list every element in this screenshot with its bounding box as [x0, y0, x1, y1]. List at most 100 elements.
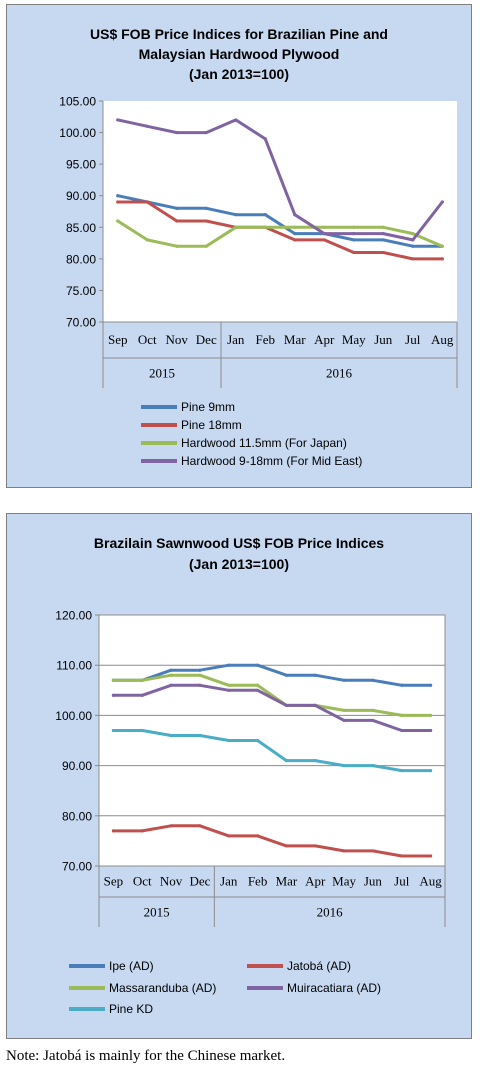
data-point-pine-18mm: [411, 257, 415, 261]
data-point-hardwood-9-18mm-for-mid-east: [204, 130, 208, 135]
y-tick-label: 85.00: [66, 221, 96, 235]
y-tick-label: 90.00: [62, 759, 92, 773]
x-group-label: 2015: [144, 905, 170, 920]
y-tick-label: 95.00: [66, 158, 96, 172]
data-point-pine-kd: [284, 758, 289, 763]
data-point-pine-9mm: [293, 232, 297, 236]
data-point-ipe-ad: [198, 668, 202, 672]
data-point-pine-kd: [169, 733, 173, 738]
data-point-massaranduba-ad: [255, 683, 260, 687]
data-point-pine-9mm: [234, 213, 238, 217]
data-point-hardwood-11-5mm-for-japan: [381, 225, 385, 229]
data-point-jatob-ad: [428, 854, 433, 858]
x-tick-label: Sep: [104, 874, 124, 889]
data-point-pine-9mm: [381, 238, 385, 242]
data-point-pine-18mm: [381, 250, 385, 255]
data-point-hardwood-9-18mm-for-mid-east: [322, 232, 326, 236]
series-line-ipe-ad: [111, 663, 433, 687]
data-point-hardwood-9-18mm-for-mid-east: [234, 118, 238, 122]
data-point-hardwood-11-5mm-for-japan: [322, 225, 326, 229]
plywood-chart-panel: US$ FOB Price Indices for Brazilian Pine…: [6, 4, 472, 488]
x-tick-label: Nov: [166, 332, 189, 347]
data-point-ipe-ad: [284, 673, 289, 677]
x-tick-label: Nov: [160, 874, 183, 889]
data-point-muiracatiara-ad: [111, 693, 116, 697]
y-tick-label: 120.00: [55, 609, 92, 623]
data-point-pine-9mm: [411, 244, 415, 248]
data-point-ipe-ad: [428, 683, 433, 687]
sawnwood-price-chart: Brazilain Sawnwood US$ FOB Price Indices…: [55, 535, 446, 1016]
x-group-label: 2016: [326, 366, 353, 381]
x-tick-label: Mar: [276, 874, 298, 889]
legend-label: Hardwood 11.5mm (For Japan): [181, 436, 347, 450]
y-tick-label: 100.00: [59, 126, 96, 140]
data-point-hardwood-9-18mm-for-mid-east: [175, 130, 179, 135]
series-line-muiracatiara-ad: [111, 683, 433, 732]
data-point-muiracatiara-ad: [227, 688, 231, 692]
data-point-pine-9mm: [352, 238, 356, 242]
x-tick-label: Aug: [419, 874, 442, 889]
data-point-hardwood-11-5mm-for-japan: [145, 238, 149, 242]
x-tick-label: May: [332, 874, 356, 889]
y-tick-label: 105.00: [59, 95, 96, 109]
x-tick-label: Sep: [108, 332, 128, 347]
data-point-pine-kd: [198, 733, 202, 738]
data-point-pine-18mm: [440, 257, 444, 261]
data-point-jatob-ad: [111, 829, 116, 833]
x-tick-label: Jun: [374, 332, 393, 347]
x-group-label: 2015: [149, 366, 175, 381]
footnote: Note: Jatobá is mainly for the Chinese m…: [6, 1048, 286, 1064]
data-point-hardwood-11-5mm-for-japan: [352, 225, 356, 229]
legend-label: Hardwood 9-18mm (For Mid East): [181, 454, 362, 468]
x-tick-label: Apr: [314, 332, 335, 347]
data-point-ipe-ad: [313, 673, 317, 677]
data-point-muiracatiara-ad: [342, 718, 346, 723]
data-point-ipe-ad: [255, 663, 260, 667]
data-point-hardwood-11-5mm-for-japan: [234, 225, 238, 229]
series-line-hardwood-11-5mm-for-japan: [116, 219, 444, 248]
x-tick-label: Dec: [196, 332, 217, 347]
data-point-ipe-ad: [371, 678, 375, 682]
data-point-jatob-ad: [255, 834, 260, 838]
chart-subtitle: (Jan 2013=100): [189, 66, 289, 82]
data-point-pine-kd: [428, 769, 433, 773]
data-point-pine-kd: [227, 738, 231, 743]
data-point-jatob-ad: [400, 854, 404, 858]
data-point-pine-kd: [255, 738, 260, 743]
x-tick-label: Jan: [220, 874, 238, 889]
series-line-pine-9mm: [116, 194, 444, 248]
data-point-pine-18mm: [293, 238, 297, 242]
sawnwood-chart-panel: Brazilain Sawnwood US$ FOB Price Indices…: [6, 513, 472, 1039]
data-point-hardwood-9-18mm-for-mid-east: [381, 232, 385, 236]
data-point-jatob-ad: [169, 824, 173, 828]
data-point-muiracatiara-ad: [371, 718, 375, 723]
data-point-ipe-ad: [400, 683, 404, 687]
data-point-massaranduba-ad: [428, 713, 433, 717]
data-point-massaranduba-ad: [342, 708, 346, 712]
data-point-pine-18mm: [352, 250, 356, 255]
data-point-hardwood-9-18mm-for-mid-east: [116, 118, 120, 122]
x-tick-label: Jan: [227, 332, 245, 347]
chart-title-line: Malaysian Hardwood Plywood: [139, 46, 340, 62]
data-point-massaranduba-ad: [227, 683, 231, 687]
data-point-hardwood-9-18mm-for-mid-east: [145, 124, 149, 128]
x-tick-label: Jul: [394, 874, 410, 889]
data-point-ipe-ad: [227, 663, 231, 667]
data-point-hardwood-11-5mm-for-japan: [116, 219, 120, 223]
data-point-pine-18mm: [175, 219, 179, 223]
legend-label: Ipe (AD): [109, 959, 154, 973]
data-point-ipe-ad: [342, 678, 346, 682]
data-point-pine-18mm: [322, 238, 326, 242]
data-point-massaranduba-ad: [140, 678, 144, 682]
y-tick-label: 70.00: [62, 860, 92, 874]
series-line-pine-18mm: [116, 200, 444, 261]
x-group-label: 2016: [317, 905, 344, 920]
y-tick-label: 80.00: [66, 252, 96, 266]
x-tick-label: May: [342, 332, 366, 347]
x-tick-label: Oct: [138, 332, 157, 347]
data-point-pine-9mm: [263, 213, 267, 217]
data-point-jatob-ad: [371, 849, 375, 853]
data-point-massaranduba-ad: [400, 713, 404, 717]
x-tick-label: Apr: [305, 874, 326, 889]
y-tick-label: 90.00: [66, 189, 96, 203]
